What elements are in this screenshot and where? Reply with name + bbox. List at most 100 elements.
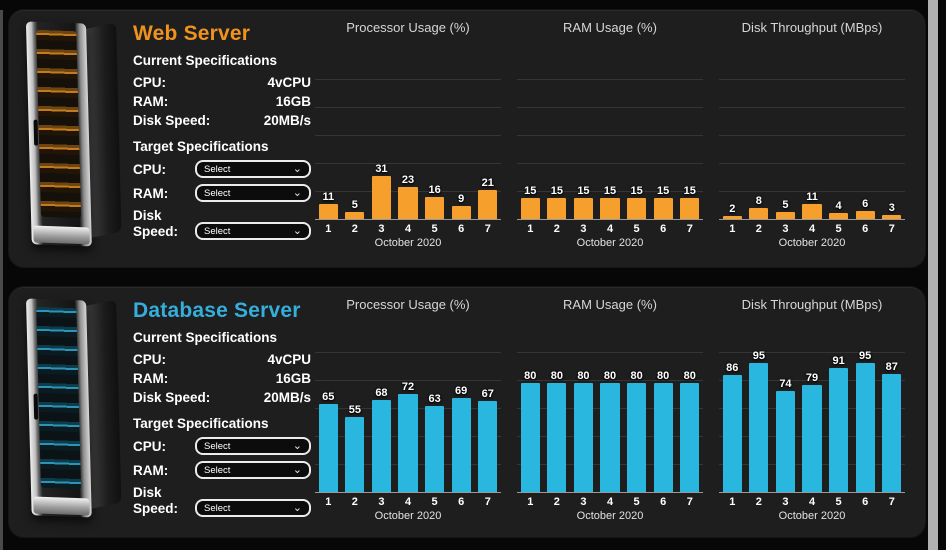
bar-value-label: 91 <box>832 355 845 368</box>
server-rack-front <box>26 298 92 518</box>
disk-speed-select[interactable]: Select ⌄ <box>195 499 311 517</box>
bar-value-label: 15 <box>630 185 643 198</box>
bar <box>600 383 620 492</box>
bar-value-label: 5 <box>782 199 789 212</box>
chart-plot: 86 95 74 79 91 95 87 <box>719 329 905 493</box>
bar <box>653 198 673 219</box>
bar-slot: 15 <box>544 52 571 219</box>
bar <box>318 203 338 219</box>
bar <box>829 368 849 492</box>
x-axis-ticks: 1 2 3 4 5 6 7 <box>517 223 703 235</box>
bar <box>520 383 540 492</box>
server-title: Web Server <box>133 22 251 45</box>
x-tick-label: 6 <box>660 496 667 508</box>
ram-select[interactable]: Select ⌄ <box>195 461 311 479</box>
x-tick-label: 6 <box>862 223 869 235</box>
disk-speed-select[interactable]: Select ⌄ <box>195 222 311 240</box>
x-tick-label: 7 <box>484 223 491 235</box>
bar <box>451 206 471 219</box>
x-tick-label: 1 <box>325 223 332 235</box>
bar-value-label: 4 <box>835 200 842 213</box>
server-rack-leds <box>36 29 82 218</box>
server-rack-base <box>33 225 90 245</box>
spec-value: 20MB/s <box>263 113 311 128</box>
server-rack-image <box>25 21 129 254</box>
target-row-ram: RAM: Select ⌄ <box>133 184 311 202</box>
x-tick-label: 1 <box>325 496 332 508</box>
x-axis-label: October 2020 <box>374 237 442 249</box>
select-value: Select <box>204 163 231 175</box>
target-row-cpu: CPU: Select ⌄ <box>133 437 311 455</box>
chart-ram-usage: RAM Usage (%) 15 15 15 15 15 15 15 1 2 3 4 5 6 7 Oct… <box>517 20 703 249</box>
x-tick-label: 4 <box>606 223 614 235</box>
chart-title: Disk Throughput (MBps) <box>741 297 883 312</box>
bar-value-label: 95 <box>752 349 765 362</box>
bar-value-label: 5 <box>351 199 358 212</box>
x-tick-label: 7 <box>484 496 491 508</box>
select-value: Select <box>204 225 231 237</box>
x-axis-label: October 2020 <box>778 510 846 522</box>
spec-value: 16GB <box>275 94 311 109</box>
bar-slot: 79 <box>799 329 826 492</box>
bar-slot: 67 <box>474 329 501 492</box>
bar-slot: 95 <box>852 329 879 492</box>
bar <box>371 175 391 219</box>
spec-label: RAM: <box>133 371 169 386</box>
bar-slot: 80 <box>544 329 571 492</box>
bar-slot: 15 <box>623 52 650 219</box>
bar-slot: 15 <box>650 52 677 219</box>
bar <box>547 198 567 219</box>
bar-value-label: 63 <box>428 393 441 406</box>
x-tick-label: 3 <box>378 496 385 508</box>
spec-value: 16GB <box>275 371 311 386</box>
x-axis-ticks: 1 2 3 4 5 6 7 <box>719 223 905 235</box>
bar <box>398 394 418 492</box>
chart-ram-usage: RAM Usage (%) 80 80 80 80 80 80 80 1 2 3 4 5 6 7 Oct… <box>517 297 703 522</box>
x-tick-label: 5 <box>633 223 640 235</box>
chevron-down-icon: ⌄ <box>292 502 302 514</box>
x-tick-label: 1 <box>729 223 736 235</box>
target-row-cpu: CPU: Select ⌄ <box>133 160 311 178</box>
bar-slot: 2 <box>719 52 746 219</box>
bar <box>802 384 822 492</box>
bar-slot: 15 <box>517 52 544 219</box>
bar-value-label: 80 <box>657 370 670 383</box>
bar-value-label: 80 <box>603 370 617 383</box>
bar-slot: 63 <box>421 329 448 492</box>
bar-slot: 3 <box>878 52 905 219</box>
chart-plot: 80 80 80 80 80 80 80 <box>517 329 703 493</box>
spec-row-cpu: CPU: 4vCPU <box>133 350 311 369</box>
spec-row-disk-speed: Disk Speed: 20MB/s <box>133 388 311 407</box>
target-label: CPU: <box>133 162 166 177</box>
cpu-select[interactable]: Select ⌄ <box>195 437 311 455</box>
bar <box>478 189 498 219</box>
spec-label: CPU: <box>133 75 166 90</box>
bar-value-label: 80 <box>524 370 537 383</box>
x-tick-label: 5 <box>633 496 640 508</box>
x-tick-label: 2 <box>553 496 560 508</box>
x-tick-label: 5 <box>835 223 842 235</box>
x-tick-label: 2 <box>351 223 358 235</box>
bar-slot: 23 <box>395 52 422 219</box>
x-tick-label: 3 <box>378 223 385 235</box>
bar-slot: 80 <box>676 329 703 492</box>
target-row-ram: RAM: Select ⌄ <box>133 461 311 479</box>
bar <box>600 198 620 219</box>
chart-title: Processor Usage (%) <box>346 20 470 35</box>
x-tick-label: 1 <box>729 496 736 508</box>
server-rack-handle <box>33 119 39 146</box>
bar-value-label: 15 <box>524 185 537 198</box>
x-axis-ticks: 1 2 3 4 5 6 7 <box>315 496 501 508</box>
spec-row-disk-speed: Disk Speed: 20MB/s <box>133 111 311 130</box>
bar-slot: 74 <box>772 329 799 492</box>
bar-slot: 87 <box>878 329 905 492</box>
ram-select[interactable]: Select ⌄ <box>195 184 311 202</box>
x-tick-label: 7 <box>686 223 693 235</box>
select-value: Select <box>204 187 231 199</box>
bar-value-label: 15 <box>603 185 617 198</box>
bar <box>371 399 391 492</box>
x-tick-label: 4 <box>404 496 412 508</box>
bar-value-label: 86 <box>726 362 739 375</box>
cpu-select[interactable]: Select ⌄ <box>195 160 311 178</box>
